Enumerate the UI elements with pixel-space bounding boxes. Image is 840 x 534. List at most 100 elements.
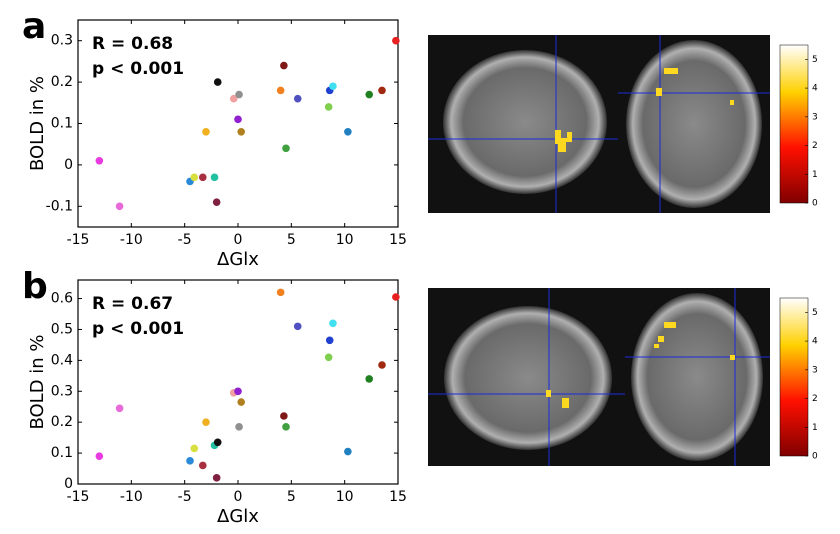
scatter-point	[235, 423, 243, 431]
scatter-point	[392, 293, 400, 301]
scatter-point	[186, 457, 194, 465]
x-tick-label: -10	[120, 232, 143, 248]
scatter-point	[190, 444, 199, 453]
x-tick-label: 0	[234, 232, 243, 248]
scatter-point	[282, 144, 290, 153]
y-tick-label: 0.3	[51, 33, 73, 49]
scatter-point	[365, 90, 374, 99]
y-tick-label: 0.6	[51, 291, 73, 307]
scatter-point	[344, 447, 352, 456]
scatter-point	[329, 82, 337, 91]
x-tick-label: 5	[287, 232, 296, 248]
y-tick-label: 0.2	[51, 74, 73, 90]
scatter-point	[378, 361, 386, 369]
x-tick-label: 10	[336, 232, 354, 248]
scatter-point	[237, 127, 245, 136]
x-tick-label: -15	[67, 489, 90, 505]
colorbar-tick-label: 3	[812, 365, 818, 375]
scatter-point	[115, 202, 124, 211]
scatter-point	[190, 173, 199, 182]
activation	[555, 130, 572, 152]
colorbar	[779, 44, 809, 204]
scatter-point	[199, 173, 207, 182]
colorbar-tick-label: 4	[812, 337, 818, 347]
scatter-point	[212, 198, 221, 206]
scatter-point	[212, 474, 221, 482]
brain-images-b	[428, 288, 809, 466]
axial-brain	[631, 293, 763, 461]
annotation: R = 0.68	[92, 34, 173, 54]
x-axis-label: ΔGlx	[217, 249, 259, 270]
x-tick-label: -10	[120, 489, 143, 505]
scatter-point	[378, 86, 386, 95]
y-tick-label: 0.3	[51, 383, 73, 399]
y-tick-label: 0.1	[51, 445, 73, 461]
panel-label: a	[22, 6, 46, 47]
scatter-point	[213, 438, 222, 447]
scatter-point	[280, 412, 288, 420]
brain-images-a	[428, 35, 809, 213]
scatter-point	[115, 404, 124, 413]
x-tick-label: 15	[389, 232, 407, 248]
x-axis-label: ΔGlx	[217, 506, 259, 527]
axial-brain	[626, 40, 762, 208]
scatter-point	[344, 127, 352, 136]
scatter-point	[95, 452, 104, 460]
colorbar-tick-label: 5	[812, 55, 818, 65]
annotation: p < 0.001	[92, 59, 184, 79]
y-tick-label: 0.2	[51, 414, 73, 430]
scatter-point	[392, 36, 400, 45]
scatter-point	[95, 156, 104, 165]
scatter-point	[324, 353, 333, 362]
scatter-point	[234, 115, 242, 124]
scatter-point	[324, 103, 333, 111]
scatter-point	[282, 423, 290, 431]
x-tick-label: 15	[389, 489, 407, 505]
colorbar-tick-label: 2	[812, 394, 818, 404]
x-tick-label: -15	[67, 232, 90, 248]
colorbar-tick-label: 1	[812, 423, 818, 433]
annotation: p < 0.001	[92, 319, 184, 339]
y-axis-label: BOLD in %	[27, 334, 48, 429]
scatter-point	[237, 398, 245, 406]
sagittal-brain	[443, 50, 607, 194]
scatter-point	[293, 322, 302, 331]
scatter-point	[280, 61, 288, 70]
x-tick-label: 0	[234, 489, 243, 505]
scatter-point	[293, 94, 302, 103]
panel-label: b	[22, 266, 48, 307]
y-tick-label: 0	[64, 476, 73, 492]
scatter-point	[276, 288, 285, 297]
scatter-point	[202, 418, 210, 426]
x-tick-label: 5	[287, 489, 296, 505]
y-tick-label: 0.1	[51, 116, 73, 132]
colorbar	[779, 297, 809, 457]
colorbar-tick-label: 0	[812, 452, 818, 462]
scatter-point	[325, 336, 334, 345]
x-tick-label: -5	[178, 489, 192, 505]
y-axis-label: BOLD in %	[27, 76, 48, 171]
scatter-point	[235, 90, 243, 99]
scatter-point	[329, 319, 337, 328]
y-tick-label: 0.5	[51, 321, 73, 337]
activation	[546, 390, 569, 408]
scatter-point	[276, 86, 285, 95]
y-tick-label: 0	[64, 157, 73, 173]
sagittal-brain	[444, 306, 612, 450]
scatter-point	[199, 461, 207, 470]
scatter-point	[213, 78, 222, 86]
scatter-point	[365, 375, 374, 383]
x-tick-label: 10	[336, 489, 354, 505]
scatter-point	[229, 94, 238, 103]
scatter-point	[202, 127, 210, 136]
colorbar-tick-label: 1	[812, 170, 818, 180]
x-tick-label: -5	[178, 232, 192, 248]
colorbar-tick-label: 3	[812, 112, 818, 122]
colorbar-tick-label: 5	[812, 308, 818, 318]
colorbar-tick-label: 2	[812, 141, 818, 151]
y-tick-label: 0.4	[51, 352, 73, 368]
annotation: R = 0.67	[92, 294, 173, 314]
colorbar-tick-label: 4	[812, 84, 818, 94]
scatter-point	[210, 173, 219, 182]
